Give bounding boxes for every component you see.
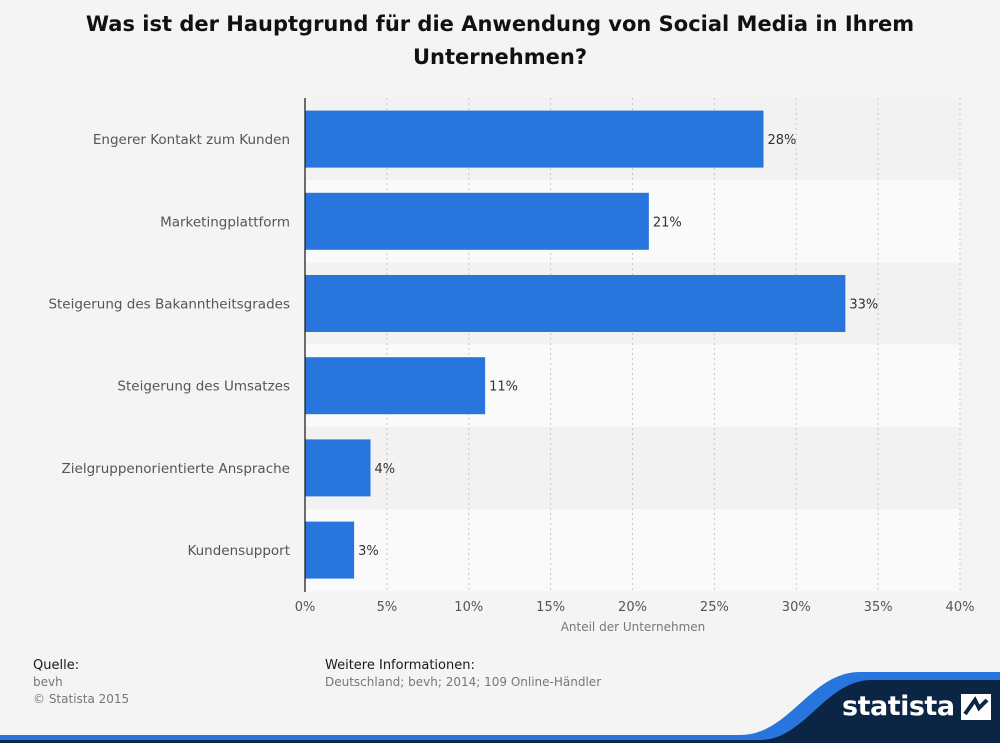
bar-chart: 28% 21% 33% 11% 4% 3% Engerer Kontakt zum Kun… bbox=[48, 98, 975, 634]
x-tick-label: 30% bbox=[782, 600, 811, 615]
bar[interactable] bbox=[305, 439, 371, 497]
category-label: Steigerung des Umsatzes bbox=[117, 379, 290, 395]
source-line: bevh bbox=[33, 675, 63, 689]
bar[interactable] bbox=[305, 192, 649, 250]
value-label: 11% bbox=[489, 380, 518, 395]
x-tick-label: 10% bbox=[454, 600, 483, 615]
x-tick-label: 0% bbox=[295, 600, 316, 615]
category-label: Marketingplattform bbox=[160, 214, 290, 230]
info-line: Deutschland; bevh; 2014; 109 Online-Händ… bbox=[325, 675, 602, 689]
statista-logo-icon bbox=[960, 693, 991, 720]
bar[interactable] bbox=[305, 275, 846, 332]
value-labels: 28% 21% 33% 11% 4% 3% bbox=[358, 133, 878, 559]
x-tick-labels: 0% 5% 10% 15% 20% 25% 30% 35% 40% bbox=[295, 600, 975, 615]
bar[interactable] bbox=[305, 110, 764, 168]
row-band bbox=[305, 509, 960, 592]
x-tick-label: 20% bbox=[618, 600, 647, 615]
category-label: Engerer Kontakt zum Kunden bbox=[93, 132, 290, 148]
category-labels: Engerer Kontakt zum Kunden Marketingplatt… bbox=[48, 132, 290, 559]
x-tick-label: 25% bbox=[700, 600, 729, 615]
gridlines bbox=[386, 98, 961, 592]
value-label: 33% bbox=[849, 298, 878, 313]
source-heading: Quelle: bbox=[33, 658, 80, 673]
statista-logo[interactable]: statista bbox=[842, 691, 991, 722]
category-label: Zielgruppenorientierte Ansprache bbox=[62, 461, 290, 477]
x-tick-label: 5% bbox=[377, 600, 398, 615]
x-axis-label: Anteil der Unternehmen bbox=[561, 620, 706, 634]
category-label: Kundensupport bbox=[187, 543, 290, 559]
bar[interactable] bbox=[305, 357, 486, 415]
x-tick-label: 15% bbox=[536, 600, 565, 615]
source-block: Quelle: bevh © Statista 2015 bbox=[33, 657, 129, 708]
info-heading: Weitere Informationen: bbox=[325, 658, 475, 673]
copyright-line: © Statista 2015 bbox=[33, 692, 130, 706]
x-tick-label: 35% bbox=[864, 600, 893, 615]
value-label: 4% bbox=[375, 462, 396, 477]
value-label: 21% bbox=[653, 215, 682, 230]
value-label: 28% bbox=[768, 133, 797, 148]
info-block: Weitere Informationen: Deutschland; bevh… bbox=[325, 657, 601, 691]
value-label: 3% bbox=[358, 544, 379, 559]
bar[interactable] bbox=[305, 521, 355, 579]
category-label: Steigerung des Bakanntheitsgrades bbox=[48, 297, 290, 313]
x-tick-label: 40% bbox=[946, 600, 975, 615]
row-band bbox=[305, 426, 960, 509]
chart-title: Was ist der Hauptgrund für die Anwendung… bbox=[85, 12, 915, 69]
bars bbox=[305, 110, 846, 579]
logo-text: statista bbox=[842, 691, 955, 722]
